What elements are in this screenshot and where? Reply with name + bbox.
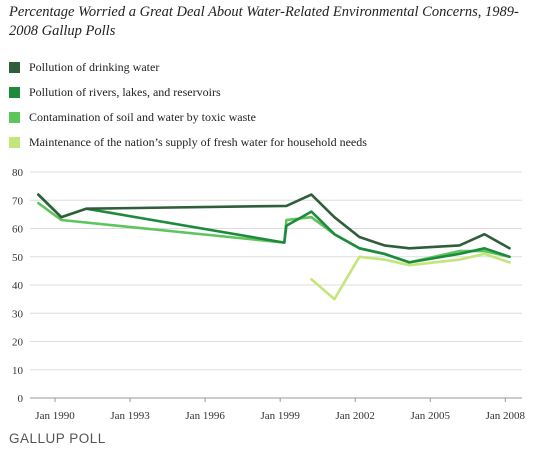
legend-item-toxic-waste: Contamination of soil and water by toxic… <box>9 105 534 130</box>
x-tick-label: Jan 1999 <box>260 410 300 422</box>
y-tick-label: 40 <box>12 280 24 292</box>
x-tick-label: Jan 1993 <box>110 410 150 422</box>
x-tick-label: Jan 2008 <box>486 410 526 422</box>
x-tick-label: Jan 2002 <box>336 410 375 422</box>
y-tick-label: 60 <box>12 224 24 236</box>
chart-title: Percentage Worried a Great Deal About Wa… <box>9 4 519 39</box>
line-chart: 0 10 20 30 40 50 60 70 80 Jan 1990 Jan 1993 Jan 199… <box>12 167 526 422</box>
legend-label-rivers-lakes: Pollution of rivers, lakes, and reservoi… <box>29 85 221 99</box>
legend-item-rivers-lakes: Pollution of rivers, lakes, and reservoi… <box>9 80 534 105</box>
series-line-1 <box>36 193 511 250</box>
y-tick-label: 50 <box>12 252 24 264</box>
legend-swatch-drinking-water <box>9 62 20 73</box>
legend-label-fresh-water-supply: Maintenance of the nation’s supply of fr… <box>29 135 367 149</box>
legend-item-fresh-water-supply: Maintenance of the nation’s supply of fr… <box>9 130 534 155</box>
chart-legend: Pollution of drinking water Pollution of… <box>9 55 534 155</box>
legend-label-toxic-waste: Contamination of soil and water by toxic… <box>29 110 256 124</box>
series-line-4 <box>310 252 511 301</box>
x-tick-label: Jan 2005 <box>411 410 451 422</box>
y-tick-label: 70 <box>12 195 24 207</box>
y-tick-label: 80 <box>12 167 24 179</box>
y-tick-label: 10 <box>12 365 24 377</box>
y-tick-label: 20 <box>12 337 24 349</box>
legend-item-drinking-water: Pollution of drinking water <box>9 55 534 80</box>
legend-label-drinking-water: Pollution of drinking water <box>29 60 160 74</box>
legend-swatch-fresh-water-supply <box>9 137 20 148</box>
y-tick-label: 30 <box>12 308 24 320</box>
x-tick-label: Jan 1990 <box>35 410 75 422</box>
y-tick-label: 0 <box>18 393 24 405</box>
x-tick-label: Jan 1996 <box>185 410 225 422</box>
gallup-poll-logo: GALLUP POLL <box>9 431 106 446</box>
legend-swatch-rivers-lakes <box>9 87 20 98</box>
legend-swatch-toxic-waste <box>9 112 20 123</box>
